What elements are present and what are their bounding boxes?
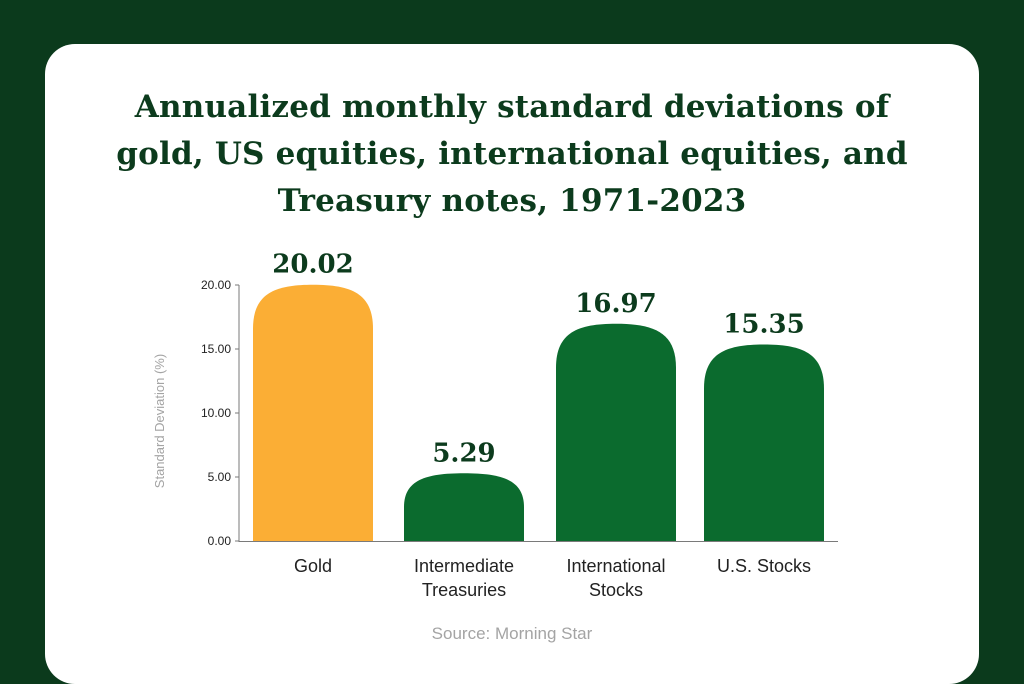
bar <box>253 284 373 541</box>
bar <box>404 473 524 541</box>
x-category-label: Intermediate <box>414 556 514 576</box>
x-category-label: Gold <box>294 556 332 576</box>
source-note: Source: Morning Star <box>431 624 593 643</box>
chart-title-line-3: Treasury notes, 1971-2023 <box>277 183 747 219</box>
bar-chart: 0.00 5.00 10.00 15.00 20.00 Standard Deviatio… <box>152 250 838 600</box>
chart-title-line-2: gold, US equities, international equitie… <box>116 136 908 172</box>
y-tick-label: 15.00 <box>201 342 231 356</box>
y-tick-label: 0.00 <box>208 534 232 548</box>
chart-card: Annualized monthly standard deviations o… <box>45 44 979 684</box>
chart-title: Annualized monthly standard deviations o… <box>45 84 979 225</box>
bar-value-label: 5.29 <box>432 438 495 468</box>
x-category-label: International <box>566 556 665 576</box>
y-tick-label: 5.00 <box>208 470 232 484</box>
bar-value-label: 20.02 <box>272 250 353 280</box>
x-category-label: Stocks <box>589 580 643 600</box>
bar <box>704 344 824 541</box>
bar-value-label: 15.35 <box>723 310 804 340</box>
bar-value-label: 16.97 <box>575 289 656 319</box>
x-category-label: Treasuries <box>422 580 506 600</box>
y-tick-label: 10.00 <box>201 406 231 420</box>
y-axis-title: Standard Deviation (%) <box>152 354 167 488</box>
chart-title-line-1: Annualized monthly standard deviations o… <box>134 89 890 125</box>
bar <box>556 323 676 541</box>
x-category-label: U.S. Stocks <box>717 556 811 576</box>
y-tick-label: 20.00 <box>201 278 231 292</box>
